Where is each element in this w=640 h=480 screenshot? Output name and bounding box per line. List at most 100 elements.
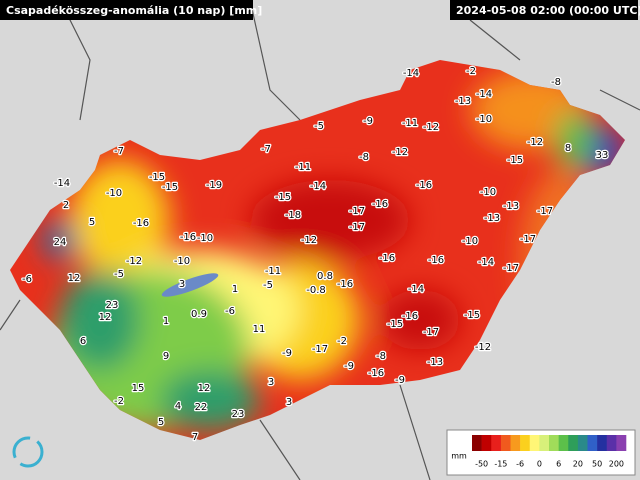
value-label: -6 — [22, 274, 32, 285]
value-label: 8 — [565, 143, 571, 154]
legend-tick: 50 — [592, 460, 602, 469]
value-label: -12 — [475, 342, 491, 353]
value-label: 33 — [596, 150, 609, 161]
legend-swatch — [520, 435, 531, 451]
value-label: -15 — [162, 182, 178, 193]
value-label: -16 — [416, 180, 432, 191]
value-label: 12 — [68, 273, 81, 284]
value-label: -10 — [462, 236, 478, 247]
value-label: 23 — [232, 409, 245, 420]
value-label: -13 — [503, 201, 519, 212]
value-label: -13 — [455, 96, 471, 107]
value-label: -8 — [551, 77, 561, 88]
value-label: -8 — [359, 152, 369, 163]
value-label: -7 — [114, 146, 124, 157]
legend-tick: -50 — [475, 460, 488, 469]
timestamp: 2024-05-08 02:00 (00:00 UTC) — [456, 4, 640, 17]
value-label: 12 — [99, 312, 112, 323]
value-label: -11 — [402, 118, 418, 129]
value-label: -0.8 — [306, 285, 326, 296]
value-label: -5 — [314, 121, 324, 132]
value-label: -10 — [476, 114, 492, 125]
legend-swatch — [577, 435, 588, 451]
lake — [161, 273, 219, 297]
value-label: -17 — [312, 344, 328, 355]
value-label: 7 — [192, 432, 198, 443]
time-bar — [450, 0, 638, 20]
value-label: -14 — [478, 257, 494, 268]
legend-unit: mm — [451, 452, 467, 461]
value-label: -17 — [520, 234, 536, 245]
legend-swatch — [539, 435, 550, 451]
legend-tick: 6 — [556, 460, 561, 469]
legend-tick: -6 — [516, 460, 524, 469]
value-label: -10 — [480, 187, 496, 198]
value-label: 6 — [80, 336, 86, 347]
value-label: 24 — [54, 237, 67, 248]
value-label: -9 — [344, 361, 354, 372]
value-label: -16 — [133, 218, 149, 229]
value-label: -10 — [106, 188, 122, 199]
value-label: -17 — [423, 327, 439, 338]
legend-swatch — [616, 435, 627, 451]
legend-tick: 200 — [609, 460, 624, 469]
value-label: -17 — [537, 206, 553, 217]
value-label: -16 — [379, 253, 395, 264]
value-label: -10 — [174, 256, 190, 267]
value-label: 0.8 — [317, 271, 333, 282]
value-label: -2 — [114, 396, 124, 407]
value-label: -5 — [263, 280, 273, 291]
value-label: 1 — [163, 316, 169, 327]
legend-scale: -50 -15 -6 0 6 20 50 200 — [472, 435, 627, 469]
value-label: -13 — [427, 357, 443, 368]
value-label: 2 — [63, 200, 69, 211]
value-label: 4 — [175, 401, 181, 412]
value-label: 23 — [106, 300, 119, 311]
value-label: -17 — [349, 222, 365, 233]
title-bar — [0, 0, 253, 20]
legend-swatch — [558, 435, 569, 451]
legend-swatch — [606, 435, 617, 451]
value-label: -14 — [54, 178, 70, 189]
legend-swatch — [568, 435, 579, 451]
value-label: -17 — [349, 206, 365, 217]
legend-swatch — [481, 435, 492, 451]
value-label: -14 — [408, 284, 424, 295]
value-label: -12 — [527, 137, 543, 148]
value-label: 0.9 — [191, 309, 207, 320]
value-label: -17 — [503, 263, 519, 274]
legend-tick: 0 — [537, 460, 542, 469]
value-label: -2 — [337, 336, 347, 347]
legend-swatch — [587, 435, 598, 451]
value-label: 12 — [198, 383, 211, 394]
value-label: -15 — [464, 310, 480, 321]
value-label: -2 — [466, 66, 476, 77]
value-label: -12 — [392, 147, 408, 158]
title: Csapadékösszeg-anomália (10 nap) [mm] — [6, 4, 262, 17]
value-label: 9 — [163, 351, 169, 362]
value-label: 15 — [132, 383, 145, 394]
value-label: 3 — [179, 279, 185, 290]
value-label: -12 — [423, 122, 439, 133]
value-label: -15 — [275, 192, 291, 203]
legend-swatch — [491, 435, 502, 451]
value-label: -15 — [149, 172, 165, 183]
value-label: -9 — [363, 116, 373, 127]
value-label: -16 — [180, 232, 196, 243]
value-label: -16 — [368, 368, 384, 379]
value-label: 1 — [232, 284, 238, 295]
value-label: -18 — [285, 210, 301, 221]
value-label: -16 — [372, 199, 388, 210]
value-label: -7 — [261, 144, 271, 155]
legend-swatch — [597, 435, 608, 451]
legend-tick: -15 — [494, 460, 507, 469]
value-label: -14 — [310, 181, 326, 192]
value-label: 3 — [268, 377, 274, 388]
legend-swatch — [500, 435, 511, 451]
value-label: 5 — [89, 217, 95, 228]
legend-swatch — [549, 435, 559, 451]
value-label: -12 — [126, 256, 142, 267]
